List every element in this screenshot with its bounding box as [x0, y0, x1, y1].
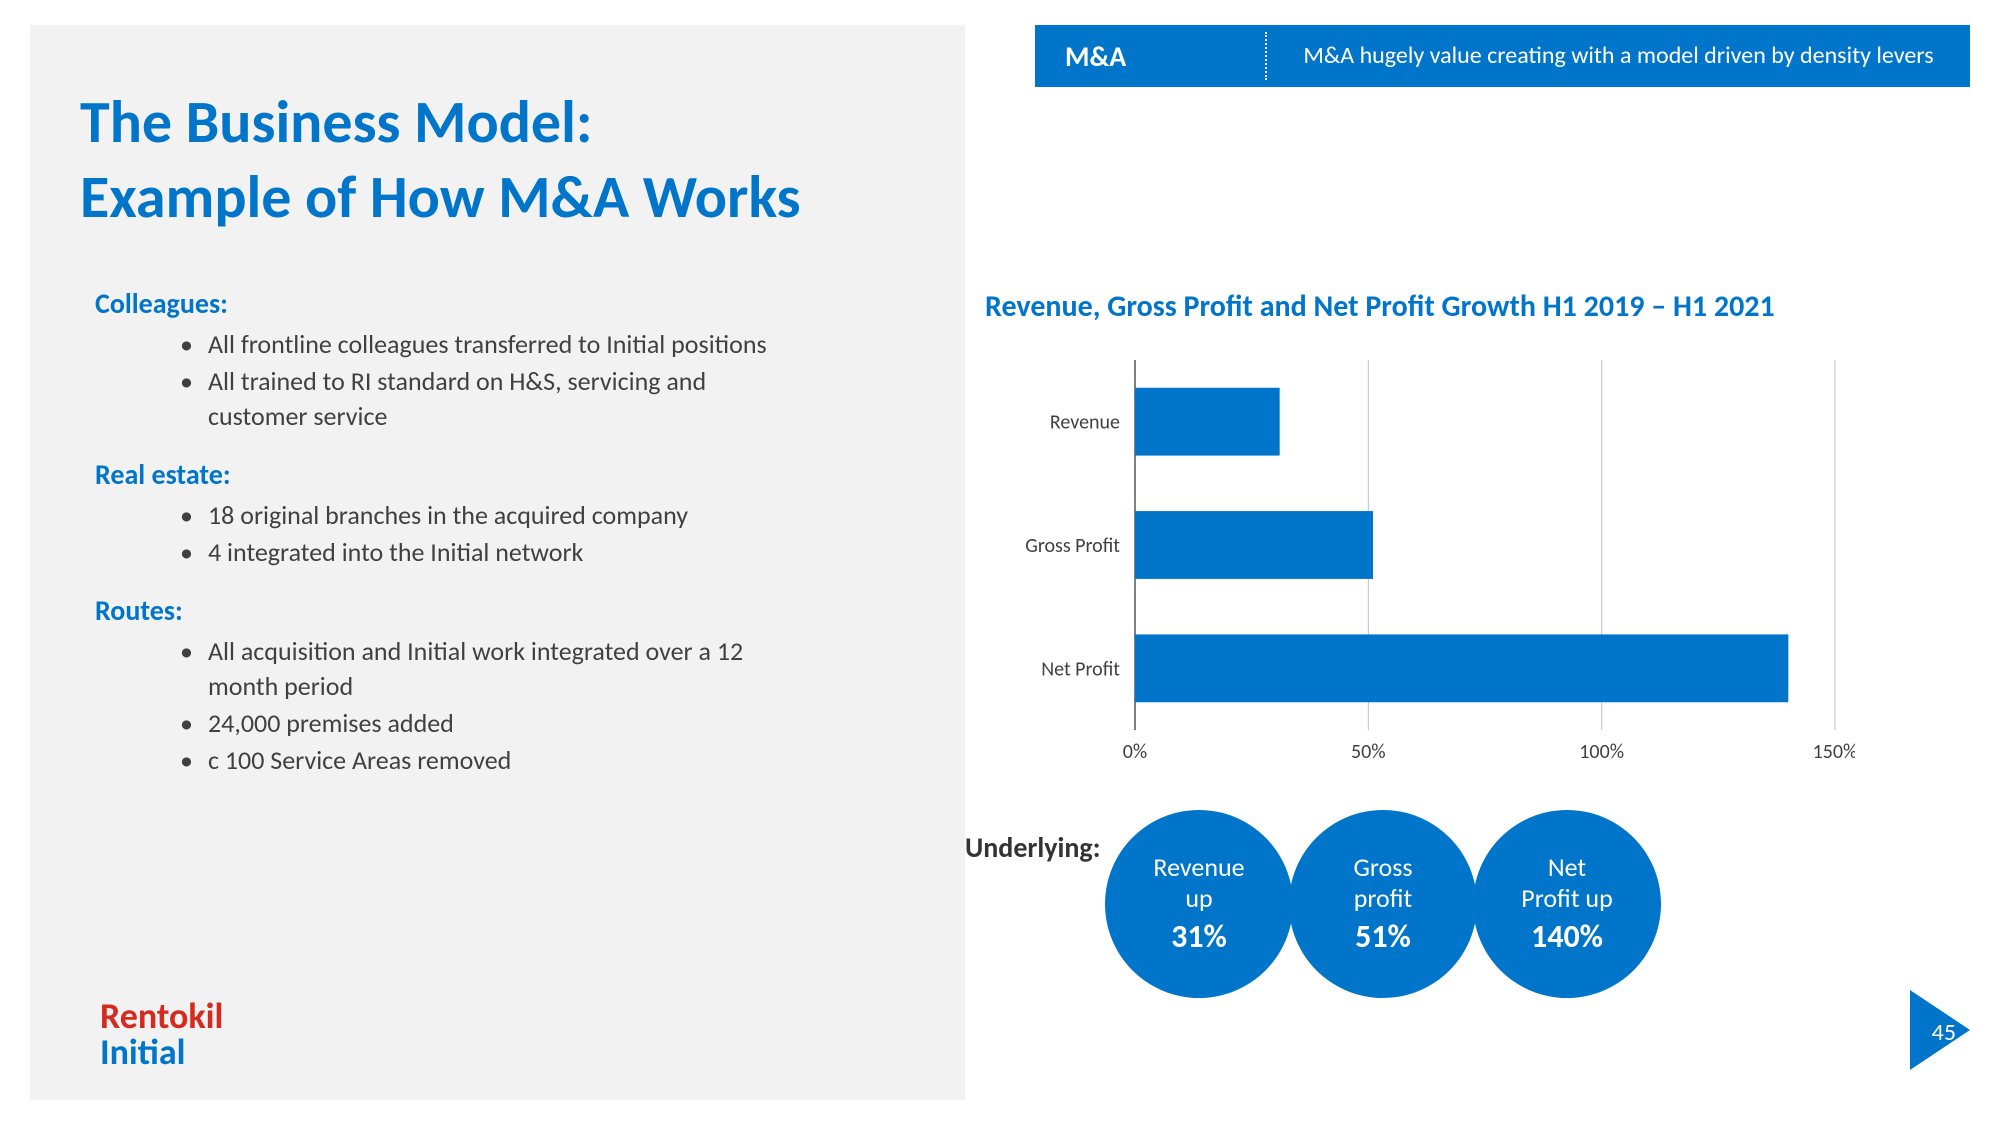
page-number: 45: [1932, 1018, 1956, 1047]
section-head-realestate: Real estate:: [95, 456, 795, 494]
circle-gross: Gross profit 51%: [1289, 810, 1477, 998]
circle-line: Gross: [1353, 852, 1412, 883]
chart-svg: 0% 50% 100% 150% Revenue Gross Profit Net Prof…: [985, 350, 1855, 780]
svg-text:Revenue: Revenue: [1050, 411, 1120, 435]
header-tagline: M&A hugely value creating with a model d…: [1297, 42, 1970, 71]
header-tag: M&A: [1035, 39, 1265, 74]
svg-text:100%: 100%: [1579, 740, 1624, 764]
list-item: 24,000 premises added: [180, 706, 795, 741]
svg-text:Net Profit: Net Profit: [1041, 657, 1120, 681]
circle-line: Profit up: [1521, 883, 1612, 914]
list-item: 18 original branches in the acquired com…: [180, 498, 795, 533]
section-head-colleagues: Colleagues:: [95, 285, 795, 323]
circle-line: profit: [1354, 883, 1413, 914]
chart-title: Revenue, Gross Profit and Net Profit Gro…: [985, 288, 1775, 325]
section-head-routes: Routes:: [95, 592, 795, 630]
realestate-list: 18 original branches in the acquired com…: [95, 498, 795, 570]
svg-text:Gross Profit: Gross Profit: [1025, 534, 1120, 558]
underlying-label: Underlying:: [965, 830, 1100, 865]
title-line-2: Example of How M&A Works: [80, 160, 801, 235]
circle-line: Net: [1548, 852, 1586, 883]
header-bar: M&A M&A hugely value creating with a mod…: [1035, 25, 1970, 87]
svg-text:0%: 0%: [1123, 740, 1147, 764]
circle-revenue: Revenue up 31%: [1105, 810, 1293, 998]
circle-net: Net Profit up 140%: [1473, 810, 1661, 998]
list-item: All frontline colleagues transferred to …: [180, 327, 795, 362]
list-item: All acquisition and Initial work integra…: [180, 634, 795, 704]
title-line-1: The Business Model:: [80, 85, 801, 160]
logo: Rentokil Initial: [100, 998, 223, 1070]
svg-text:50%: 50%: [1351, 740, 1386, 764]
list-item: 4 integrated into the Initial network: [180, 535, 795, 570]
circle-value: 140%: [1531, 918, 1603, 956]
circle-line: Revenue: [1153, 852, 1244, 883]
slide-title: The Business Model: Example of How M&A W…: [80, 85, 801, 235]
routes-list: All acquisition and Initial work integra…: [95, 634, 795, 778]
logo-initial: Initial: [100, 1030, 185, 1074]
growth-chart: 0% 50% 100% 150% Revenue Gross Profit Net Prof…: [985, 350, 1855, 780]
circle-line: up: [1185, 883, 1212, 914]
list-item: c 100 Service Areas removed: [180, 743, 795, 778]
svg-text:150%: 150%: [1813, 740, 1855, 764]
header-divider: [1265, 32, 1267, 80]
circle-value: 31%: [1171, 918, 1227, 956]
slide: M&A M&A hugely value creating with a mod…: [0, 0, 2000, 1125]
circle-value: 51%: [1355, 918, 1411, 956]
underlying-circles: Revenue up 31% Gross profit 51% Net Prof…: [1105, 810, 1657, 998]
colleagues-list: All frontline colleagues transferred to …: [95, 327, 795, 434]
list-item: All trained to RI standard on H&S, servi…: [180, 364, 795, 434]
content-left: Colleagues: All frontline colleagues tra…: [95, 285, 795, 780]
